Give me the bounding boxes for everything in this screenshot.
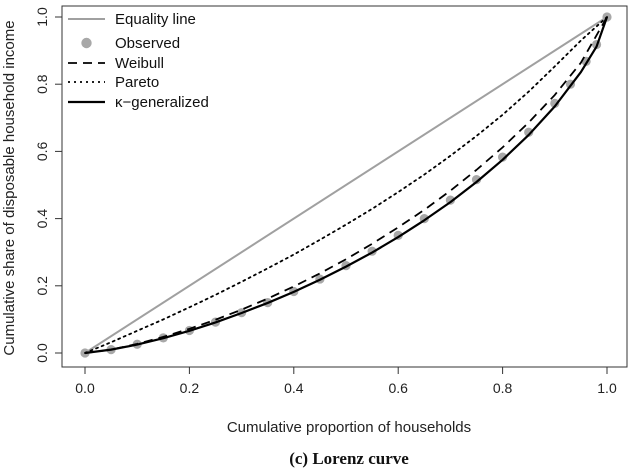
x-tick-label: 0.4 [284, 380, 304, 396]
y-tick-label: 0.4 [34, 209, 50, 229]
x-tick-label: 0.0 [75, 380, 95, 396]
equality-line-line [84, 16, 608, 354]
y-tick-label: 0.8 [34, 74, 50, 94]
y-axis: 0.0 0.2 0.4 0.6 0.8 1.0 [34, 7, 63, 363]
legend-entry: Equality line [115, 11, 196, 28]
y-tick-label: 0.6 [34, 141, 50, 161]
x-axis-label: Cumulative proportion of households [227, 419, 471, 436]
y-axis-label: Cumulative share of disposable household… [1, 20, 18, 355]
legend-entry: Observed [115, 35, 180, 52]
legend-entry: Pareto [115, 74, 159, 91]
x-tick-label: 0.2 [180, 380, 200, 396]
observed-point [524, 127, 534, 137]
series-layer [80, 12, 612, 358]
weibull-line [84, 16, 608, 354]
y-tick-label: 1.0 [34, 7, 50, 27]
x-tick-label: 0.8 [493, 380, 513, 396]
observed-point [471, 175, 482, 185]
y-tick-label: 0.2 [34, 276, 50, 296]
legend-entry: κ−generalized [115, 94, 209, 111]
figure-caption: (c) Lorenz curve [289, 449, 409, 468]
pareto-line [84, 16, 608, 354]
legend: Equality line Observed Weibull Pareto κ−gene… [68, 11, 209, 111]
observed-point [498, 152, 508, 162]
observed-point [550, 98, 560, 108]
legend-symbol-observed [81, 37, 92, 49]
x-tick-label: 0.6 [388, 380, 408, 396]
y-tick-label: 0.0 [34, 343, 50, 363]
legend-entry: Weibull [115, 55, 164, 72]
x-tick-label: 1.0 [597, 380, 617, 396]
generalized-line [84, 16, 609, 355]
x-axis: 0.0 0.2 0.4 0.6 0.8 1.0 [75, 366, 617, 396]
